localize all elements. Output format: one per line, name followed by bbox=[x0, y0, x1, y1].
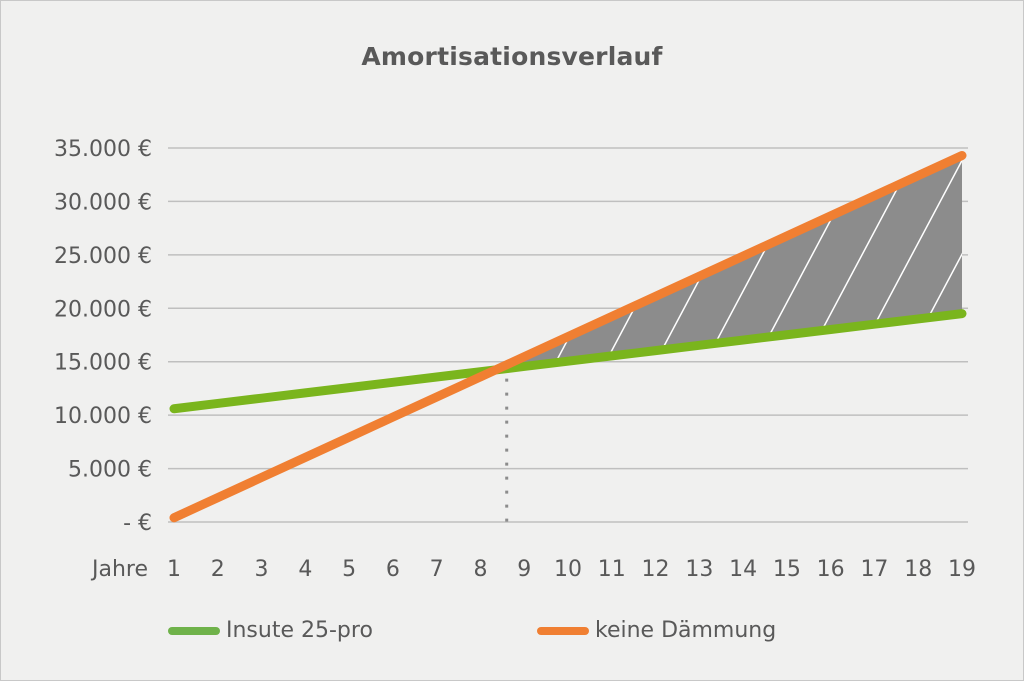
legend-label: keine Dämmung bbox=[595, 618, 777, 643]
y-tick-label: 35.000 € bbox=[54, 137, 152, 162]
y-tick-label: 30.000 € bbox=[54, 190, 152, 215]
x-tick-label: 18 bbox=[904, 557, 932, 582]
x-tick-label: 17 bbox=[860, 557, 888, 582]
chart-title: Amortisationsverlauf bbox=[361, 42, 663, 71]
x-tick-label: 5 bbox=[342, 557, 356, 582]
y-tick-label: 15.000 € bbox=[54, 351, 152, 376]
x-tick-label: 9 bbox=[517, 557, 531, 582]
x-tick-label: 12 bbox=[642, 557, 670, 582]
series-line-insute bbox=[169, 309, 967, 414]
x-tick-label: 6 bbox=[386, 557, 400, 582]
y-tick-label: 10.000 € bbox=[54, 404, 152, 429]
x-axis-labels: Jahre 1 2 3 4 5 6 7 8 9 10 11 12 13 14 15 16 17 18 19 bbox=[90, 557, 976, 582]
x-tick-label: 13 bbox=[685, 557, 713, 582]
x-tick-label: 8 bbox=[473, 557, 487, 582]
legend-item-insute: Insute 25-pro bbox=[168, 618, 373, 643]
x-tick-label: 2 bbox=[211, 557, 225, 582]
series-line-keine-daemmung bbox=[169, 150, 967, 523]
y-tick-label: - € bbox=[123, 511, 152, 536]
x-tick-label: 3 bbox=[255, 557, 269, 582]
x-tick-label: 15 bbox=[773, 557, 801, 582]
x-tick-label: 11 bbox=[598, 557, 626, 582]
legend-swatch-green-icon bbox=[168, 626, 220, 635]
legend-swatch-orange-icon bbox=[537, 626, 589, 635]
x-tick-label: 16 bbox=[817, 557, 845, 582]
x-tick-label: 4 bbox=[298, 557, 312, 582]
x-tick-label: 10 bbox=[554, 557, 582, 582]
y-tick-label: 5.000 € bbox=[68, 458, 152, 483]
x-axis-title: Jahre bbox=[90, 557, 148, 582]
legend-label: Insute 25-pro bbox=[226, 618, 373, 643]
x-tick-label: 14 bbox=[729, 557, 757, 582]
y-tick-label: 20.000 € bbox=[54, 297, 152, 322]
x-tick-label: 19 bbox=[948, 557, 976, 582]
y-tick-label: 25.000 € bbox=[54, 244, 152, 269]
legend-item-keine-daemmung: keine Dämmung bbox=[537, 618, 776, 643]
x-tick-label: 1 bbox=[167, 557, 181, 582]
x-tick-label: 7 bbox=[430, 557, 444, 582]
y-axis-labels: - € 5.000 € 10.000 € 15.000 € 20.000 € 25.000… bbox=[54, 137, 152, 536]
